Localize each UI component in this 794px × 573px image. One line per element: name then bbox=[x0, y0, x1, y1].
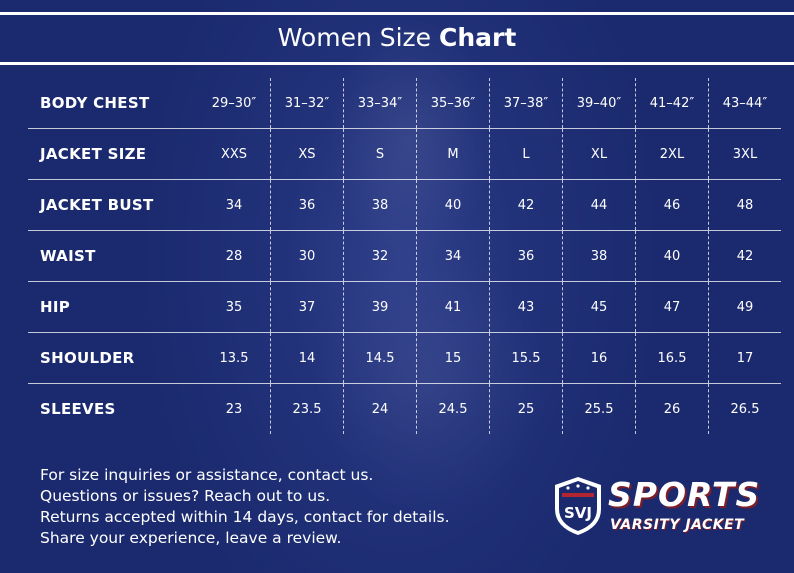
table-cell: 25.5 bbox=[562, 383, 636, 434]
table-cell: 48 bbox=[708, 179, 781, 231]
row-label: HIP bbox=[28, 281, 198, 333]
table-cell: 28 bbox=[198, 230, 271, 282]
row-label: JACKET BUST bbox=[28, 179, 198, 231]
table-cell: 31–32″ bbox=[270, 78, 344, 129]
table-cell: 26.5 bbox=[708, 383, 781, 434]
size-table: BODY CHEST 29–30″ 31–32″ 33–34″ 35–36″ 37–38″… bbox=[28, 78, 781, 434]
table-cell: 13.5 bbox=[198, 332, 271, 384]
table-row: HIP 35 37 39 41 43 45 47 49 bbox=[28, 281, 781, 333]
brand-subtitle: VARSITY JACKET bbox=[610, 517, 745, 533]
table-cell: 24 bbox=[343, 383, 417, 434]
table-cell: M bbox=[416, 128, 490, 180]
table-cell: 30 bbox=[270, 230, 344, 282]
table-cell: 36 bbox=[489, 230, 563, 282]
table-cell: 46 bbox=[635, 179, 709, 231]
info-text: For size inquiries or assistance, contac… bbox=[40, 465, 450, 549]
table-cell: 38 bbox=[343, 179, 417, 231]
table-cell: 34 bbox=[416, 230, 490, 282]
table-cell: 40 bbox=[416, 179, 490, 231]
table-cell: 42 bbox=[489, 179, 563, 231]
brand-name: SPORTS bbox=[608, 475, 761, 514]
table-cell: 41–42″ bbox=[635, 78, 709, 129]
info-line: Share your experience, leave a review. bbox=[40, 529, 342, 547]
page-title: Women Size Chart bbox=[0, 18, 794, 58]
row-label: WAIST bbox=[28, 230, 198, 282]
table-cell: 40 bbox=[635, 230, 709, 282]
table-cell: 32 bbox=[343, 230, 417, 282]
table-cell: S bbox=[343, 128, 417, 180]
table-cell: 26 bbox=[635, 383, 709, 434]
table-cell: 36 bbox=[270, 179, 344, 231]
table-cell: 43–44″ bbox=[708, 78, 781, 129]
table-cell: 37–38″ bbox=[489, 78, 563, 129]
row-label: SLEEVES bbox=[28, 383, 198, 434]
shield-text: SVJ bbox=[564, 504, 592, 522]
info-line: For size inquiries or assistance, contac… bbox=[40, 466, 374, 484]
table-cell: 38 bbox=[562, 230, 636, 282]
table-cell: 24.5 bbox=[416, 383, 490, 434]
title-rule-bottom bbox=[0, 62, 794, 65]
table-cell: 35–36″ bbox=[416, 78, 490, 129]
table-cell: 23.5 bbox=[270, 383, 344, 434]
table-cell: 33–34″ bbox=[343, 78, 417, 129]
table-cell: 49 bbox=[708, 281, 781, 333]
shield-icon: SVJ bbox=[555, 477, 601, 535]
table-cell: 3XL bbox=[708, 128, 781, 180]
table-cell: 35 bbox=[198, 281, 271, 333]
table-row: JACKET BUST 34 36 38 40 42 44 46 48 bbox=[28, 179, 781, 231]
table-cell: 15.5 bbox=[489, 332, 563, 384]
table-cell: 42 bbox=[708, 230, 781, 282]
table-cell: 23 bbox=[198, 383, 271, 434]
table-cell: XS bbox=[270, 128, 344, 180]
table-cell: 39–40″ bbox=[562, 78, 636, 129]
title-light: Women Size bbox=[277, 23, 440, 52]
table-cell: 2XL bbox=[635, 128, 709, 180]
table-cell: 47 bbox=[635, 281, 709, 333]
table-cell: XXS bbox=[198, 128, 271, 180]
table-cell: XL bbox=[562, 128, 636, 180]
table-cell: 43 bbox=[489, 281, 563, 333]
row-label: BODY CHEST bbox=[40, 94, 150, 112]
table-cell: 45 bbox=[562, 281, 636, 333]
table-cell: 41 bbox=[416, 281, 490, 333]
row-label: SHOULDER bbox=[28, 332, 198, 384]
table-cell: 16.5 bbox=[635, 332, 709, 384]
table-cell: 14.5 bbox=[343, 332, 417, 384]
table-cell: 14 bbox=[270, 332, 344, 384]
row-label: JACKET SIZE bbox=[28, 128, 198, 180]
table-cell: 16 bbox=[562, 332, 636, 384]
title-rule-top bbox=[0, 12, 794, 15]
table-cell: L bbox=[489, 128, 563, 180]
table-row: SLEEVES 23 23.5 24 24.5 25 25.5 26 26.5 bbox=[28, 383, 781, 434]
table-cell: 37 bbox=[270, 281, 344, 333]
title-bold: Chart bbox=[439, 23, 517, 52]
info-line: Returns accepted within 14 days, contact… bbox=[40, 508, 450, 526]
table-cell: 17 bbox=[708, 332, 781, 384]
table-cell: 44 bbox=[562, 179, 636, 231]
info-line: Questions or issues? Reach out to us. bbox=[40, 487, 331, 505]
table-cell: 29–30″ bbox=[211, 95, 257, 111]
table-cell: 34 bbox=[198, 179, 271, 231]
table-cell: 15 bbox=[416, 332, 490, 384]
table-row: BODY CHEST 29–30″ 31–32″ 33–34″ 35–36″ 37–38″… bbox=[28, 78, 781, 129]
table-cell: 25 bbox=[489, 383, 563, 434]
brand-logo: SVJ SPORTS VARSITY JACKET bbox=[552, 475, 762, 541]
table-row: SHOULDER 13.5 14 14.5 15 15.5 16 16.5 17 bbox=[28, 332, 781, 384]
table-cell: 39 bbox=[343, 281, 417, 333]
table-row: WAIST 28 30 32 34 36 38 40 42 bbox=[28, 230, 781, 282]
table-row: JACKET SIZE XXS XS S M L XL 2XL 3XL bbox=[28, 128, 781, 180]
